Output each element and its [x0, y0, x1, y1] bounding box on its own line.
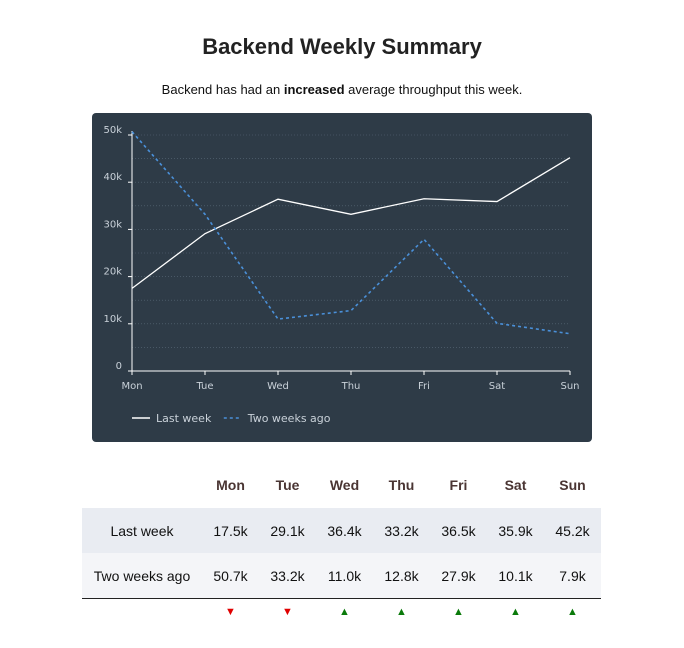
table-cell: 17.5k	[202, 508, 259, 553]
table-cell: 50.7k	[202, 553, 259, 599]
summary-text: Backend has had an increased average thr…	[0, 82, 684, 97]
table-cell: 27.9k	[430, 553, 487, 599]
x-tick-label: Sun	[560, 381, 579, 392]
trend-row: ▼ ▼ ▲ ▲ ▲ ▲ ▲	[82, 598, 601, 625]
page-title: Backend Weekly Summary	[202, 34, 482, 59]
y-tick-label: 10k	[103, 314, 122, 325]
table-row: Two weeks ago 50.7k 33.2k 11.0k 12.8k 27.9k 10…	[82, 553, 601, 599]
x-tick-label: Wed	[267, 381, 289, 392]
line-chart: 0 10k 20k 30k 40k 50k Mon Tue Wed Thu Fri Sat Sun Las…	[103, 125, 579, 425]
y-tick-label: 40k	[103, 172, 122, 183]
column-header: Tue	[275, 477, 300, 493]
trend-up-icon: ▲	[544, 598, 601, 625]
table-cell: 12.8k	[373, 553, 430, 599]
y-tick-label: 20k	[103, 267, 122, 278]
column-header: Sun	[559, 477, 586, 493]
x-tick-label: Sat	[489, 381, 505, 392]
table-cell: 33.2k	[259, 553, 316, 599]
column-header: Thu	[388, 477, 415, 493]
series-line	[131, 157, 571, 289]
table-cell: 33.2k	[373, 508, 430, 553]
trend-row-spacer	[82, 598, 202, 625]
legend-label: Two weeks ago	[247, 412, 331, 425]
column-header: Fri	[449, 477, 468, 493]
y-tick-label: 30k	[103, 219, 122, 230]
table-cell: 45.2k	[544, 508, 601, 553]
table-cell: 36.4k	[316, 508, 373, 553]
x-tick-label: Mon	[121, 381, 142, 392]
column-header: Mon	[216, 477, 245, 493]
x-tick-label: Fri	[418, 381, 430, 392]
row-label: Two weeks ago	[82, 553, 202, 599]
summary-prefix: Backend has had an	[161, 82, 284, 97]
table-row: Last week 17.5k 29.1k 36.4k 33.2k 36.5k 35.9k 4…	[82, 508, 601, 553]
y-tick-label: 50k	[103, 125, 122, 136]
table-cell: 36.5k	[430, 508, 487, 553]
column-header: Sat	[504, 477, 527, 493]
row-label: Last week	[82, 508, 202, 553]
table-header-row: Mon Tue Wed Thu Fri Sat Sun	[82, 462, 601, 508]
line-chart-panel: 0 10k 20k 30k 40k 50k Mon Tue Wed Thu Fri Sat Sun Las…	[92, 113, 592, 442]
trend-up-icon: ▲	[430, 598, 487, 625]
y-tick-label: 0	[116, 361, 122, 372]
series-line	[131, 131, 571, 335]
table-corner-cell	[82, 462, 202, 508]
table-cell: 10.1k	[487, 553, 544, 599]
trend-up-icon: ▲	[316, 598, 373, 625]
table-cell: 11.0k	[316, 553, 373, 599]
table-cell: 35.9k	[487, 508, 544, 553]
x-tick-label: Tue	[195, 381, 213, 392]
table-cell: 7.9k	[544, 553, 601, 599]
trend-up-icon: ▲	[373, 598, 430, 625]
trend-up-icon: ▲	[487, 598, 544, 625]
summary-emphasis: increased	[283, 82, 345, 97]
trend-down-icon: ▼	[259, 598, 316, 625]
x-tick-label: Thu	[341, 381, 361, 392]
column-header: Wed	[329, 477, 360, 493]
table-cell: 29.1k	[259, 508, 316, 553]
summary-suffix: average throughput this week.	[344, 82, 523, 97]
legend-label: Last week	[156, 412, 212, 425]
summary-table: Mon Tue Wed Thu Fri Sat Sun Last week 17.5k 29.1…	[82, 462, 601, 625]
trend-down-icon: ▼	[202, 598, 259, 625]
